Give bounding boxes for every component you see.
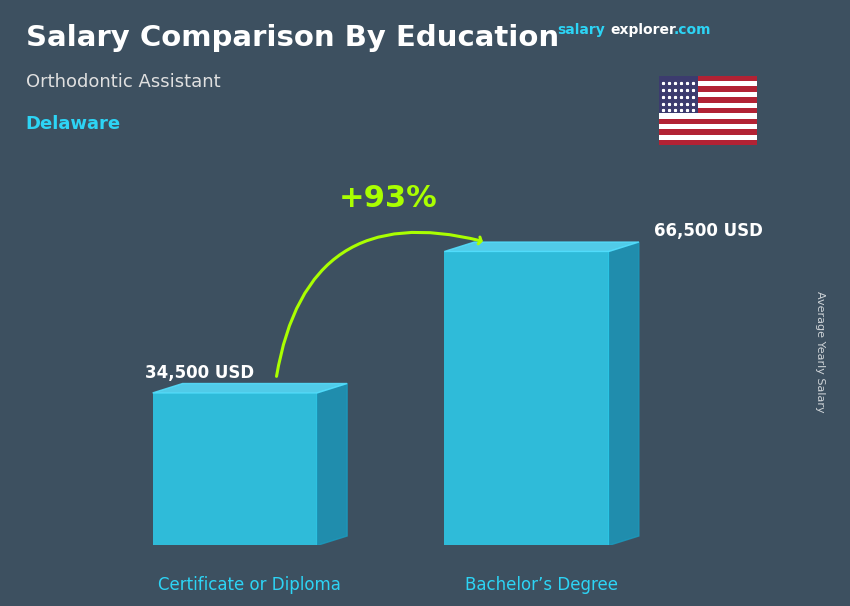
Bar — [659, 87, 756, 92]
Bar — [659, 124, 756, 129]
Bar — [659, 81, 756, 87]
Polygon shape — [317, 384, 347, 545]
Text: Salary Comparison By Education: Salary Comparison By Education — [26, 24, 558, 52]
Text: Average Yearly Salary: Average Yearly Salary — [815, 291, 825, 412]
Bar — [445, 251, 609, 545]
Bar — [659, 119, 756, 124]
Text: Delaware: Delaware — [26, 115, 121, 133]
Polygon shape — [445, 242, 639, 251]
Bar — [659, 102, 756, 108]
Bar — [659, 76, 698, 113]
Text: Orthodontic Assistant: Orthodontic Assistant — [26, 73, 220, 91]
Bar — [659, 108, 756, 113]
Text: +93%: +93% — [339, 184, 438, 213]
Text: salary: salary — [557, 23, 604, 37]
Text: Bachelor’s Degree: Bachelor’s Degree — [465, 576, 618, 594]
Polygon shape — [153, 384, 347, 393]
Text: 66,500 USD: 66,500 USD — [654, 222, 762, 241]
Text: Certificate or Diploma: Certificate or Diploma — [158, 576, 342, 594]
Bar — [153, 393, 317, 545]
Bar — [659, 140, 756, 145]
Bar — [659, 97, 756, 102]
Bar — [659, 135, 756, 140]
Text: explorer: explorer — [610, 23, 676, 37]
Bar — [659, 129, 756, 135]
Polygon shape — [609, 242, 639, 545]
Text: .com: .com — [674, 23, 711, 37]
Bar — [659, 92, 756, 97]
Bar — [659, 113, 756, 119]
Bar — [659, 76, 756, 81]
Text: 34,500 USD: 34,500 USD — [145, 364, 254, 382]
